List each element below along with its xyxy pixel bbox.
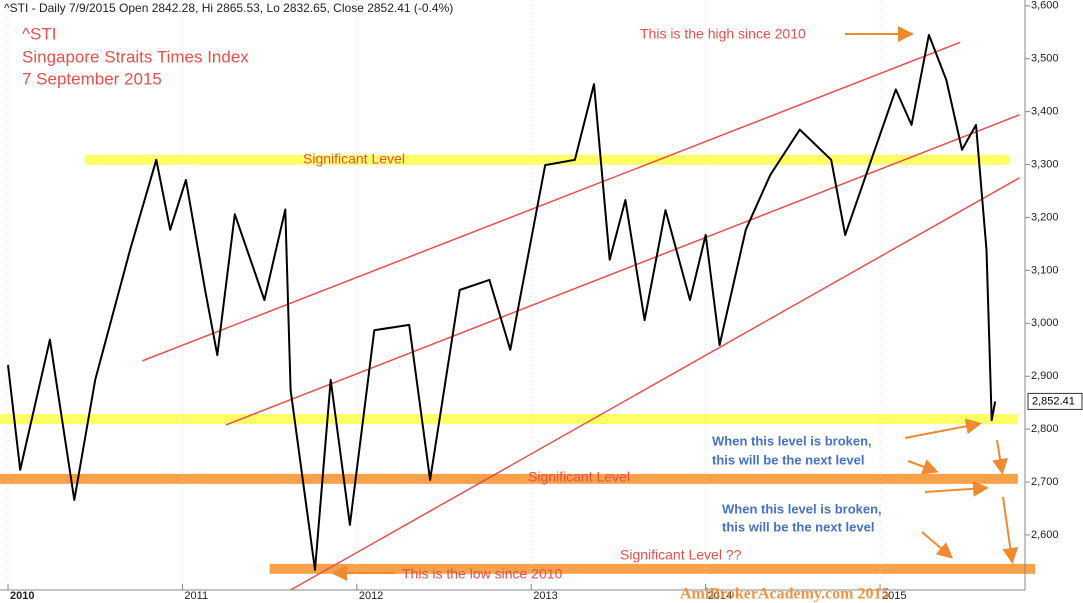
level-band — [269, 563, 1036, 574]
y-tick-label: 3,000 — [1031, 317, 1059, 329]
y-tick-label: 2,600 — [1031, 529, 1059, 541]
arrow — [904, 418, 982, 439]
y-tick-label: 2,800 — [1031, 423, 1059, 435]
y-tick-label: 2,700 — [1031, 476, 1059, 488]
arrow — [921, 531, 954, 559]
price-line — [7, 33, 997, 571]
trend-line — [290, 177, 1020, 591]
annotation: Significant Level ?? — [620, 547, 742, 563]
level-band — [0, 414, 1018, 425]
arrow — [924, 480, 989, 497]
level-band — [0, 473, 1018, 484]
trend-line — [225, 114, 1020, 426]
annotation: this will be the next level — [712, 452, 864, 467]
arrow — [907, 459, 939, 475]
annotation: this will be the next level — [722, 519, 874, 534]
arrow — [992, 439, 1008, 475]
price-tag-label: 2,852.41 — [1032, 395, 1075, 407]
y-tick-label: 3,100 — [1031, 264, 1059, 276]
x-tick-label: 2011 — [184, 590, 208, 602]
watermark: AmiBrokerAcademy.com 2015 — [680, 586, 889, 603]
y-tick-label: 3,400 — [1031, 106, 1059, 118]
annotation: When this level is broken, — [712, 433, 872, 448]
y-tick-label: 3,500 — [1031, 53, 1059, 65]
price-tag — [1027, 392, 1083, 410]
plot: 2,600 2,700 2,800 2,900 3,000 3,100 3,200 3,300… — [7, 0, 1083, 602]
annotation: Significant Level — [303, 151, 405, 167]
arrow — [1002, 496, 1019, 564]
arrows — [331, 26, 1019, 581]
y-tick-label: 3,200 — [1031, 211, 1059, 223]
x-tick-label: 2013 — [533, 590, 557, 602]
x-tick-label: 2014 — [708, 590, 732, 602]
bands — [0, 154, 1036, 574]
level-band — [84, 154, 1010, 165]
x-tick-label: 2015 — [882, 590, 906, 602]
annotation: This is the low since 2010 — [402, 566, 563, 582]
y-tick-label: 2,900 — [1031, 370, 1059, 382]
annotations: This is the high since 2010 Significant L… — [303, 26, 889, 603]
annotation: This is the high since 2010 — [640, 26, 806, 42]
trend-line — [142, 41, 961, 362]
title: Singapore Straits Times Index — [22, 47, 249, 66]
title: ^STI — [22, 24, 56, 43]
x-tick-label: 2012 — [359, 590, 383, 602]
annotation: When this level is broken, — [722, 501, 882, 516]
subtitle: ^STI - Daily 7/9/2015 Open 2842.28, Hi 2… — [4, 1, 453, 15]
title: 7 September 2015 — [22, 69, 162, 88]
y-tick-label: 3,300 — [1031, 158, 1059, 170]
annotation: Significant Level — [528, 469, 630, 485]
x-tick-label: 2010 — [10, 590, 34, 602]
y-tick-label: 3,600 — [1031, 0, 1059, 12]
